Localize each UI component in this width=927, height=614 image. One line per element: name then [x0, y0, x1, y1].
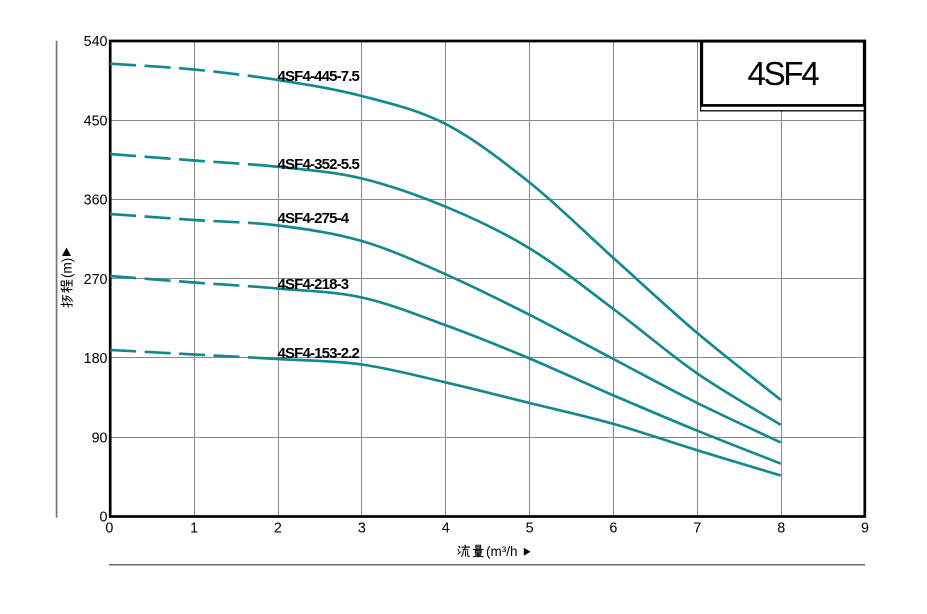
svg-text:4SF4-275-4: 4SF4-275-4 — [278, 210, 350, 227]
svg-text:90: 90 — [92, 430, 108, 446]
svg-text:4SF4-218-3: 4SF4-218-3 — [278, 276, 349, 293]
svg-text:1: 1 — [190, 521, 198, 537]
svg-text:5: 5 — [526, 521, 534, 537]
svg-text:4SF4-153-2.2: 4SF4-153-2.2 — [278, 345, 360, 362]
svg-text:450: 450 — [84, 113, 108, 129]
svg-text:270: 270 — [84, 272, 108, 288]
svg-text:540: 540 — [84, 34, 108, 50]
svg-text:4SF4-352-5.5: 4SF4-352-5.5 — [278, 156, 360, 173]
svg-text:2: 2 — [274, 521, 282, 537]
svg-text:0: 0 — [105, 521, 113, 537]
svg-text:4SF4: 4SF4 — [747, 55, 819, 92]
svg-text:180: 180 — [84, 351, 108, 367]
svg-text:3: 3 — [358, 521, 366, 537]
svg-text:(m³/h: (m³/h — [486, 544, 518, 559]
svg-text:6: 6 — [609, 521, 617, 537]
svg-text:4SF4-445-7.5: 4SF4-445-7.5 — [278, 68, 360, 85]
svg-text:360: 360 — [84, 193, 108, 209]
svg-text:9: 9 — [861, 521, 869, 537]
svg-text:(m): (m) — [60, 258, 75, 278]
svg-text:4: 4 — [442, 521, 450, 537]
svg-text:7: 7 — [693, 521, 701, 537]
svg-text:0: 0 — [100, 509, 108, 525]
svg-text:8: 8 — [777, 521, 785, 537]
